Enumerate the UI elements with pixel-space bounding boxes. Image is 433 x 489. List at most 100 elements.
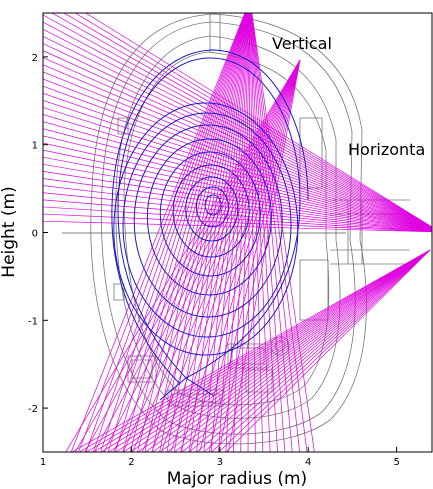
los-chord [113, 59, 301, 452]
label-vertical: Vertical [272, 34, 332, 53]
los-chord [63, 13, 432, 228]
los-chord [250, 13, 271, 452]
los-chord [43, 43, 432, 229]
los-chord [51, 13, 432, 228]
los-chord [43, 220, 432, 233]
flux-surface [133, 124, 283, 318]
los-chord [78, 13, 246, 452]
first-wall [123, 51, 330, 406]
los-chord [251, 13, 308, 452]
los-chord [225, 13, 250, 452]
los-chord [251, 13, 300, 452]
los-chord [43, 57, 432, 229]
x-ticks: 1 2 3 4 5 [40, 447, 400, 468]
los-chord [43, 99, 432, 230]
los-chord [189, 59, 301, 452]
los-chord [130, 249, 431, 452]
los-chord [227, 59, 301, 452]
los-chord [196, 13, 249, 452]
los-chord [141, 59, 301, 452]
vessel-wall-2 [101, 21, 356, 435]
los-chord [132, 59, 301, 452]
los-chord [166, 13, 248, 452]
los-chord [43, 156, 432, 231]
y-tick-label: 0 [32, 229, 38, 240]
los-chord [43, 78, 432, 230]
los-chord [43, 213, 432, 232]
los-chord [103, 59, 301, 452]
los-chord [84, 59, 301, 452]
separatrix [117, 57, 301, 401]
flux-surface [159, 151, 261, 277]
los-chord [232, 13, 250, 452]
flux-surface [122, 112, 292, 338]
los-chord [251, 13, 315, 452]
top-port [209, 14, 221, 52]
flux-surface [146, 138, 272, 296]
los-chord [43, 128, 432, 231]
los-chord [249, 13, 256, 452]
los-chord [70, 13, 246, 452]
los-chord [43, 199, 432, 232]
los-chord [159, 13, 248, 452]
los-chord [152, 249, 431, 452]
los-chord [129, 13, 247, 452]
los-chord [225, 249, 431, 452]
y-tick-label: -1 [28, 316, 38, 327]
los-chord [43, 142, 432, 231]
los-chord [43, 107, 432, 230]
los-chord [107, 13, 247, 452]
los-chord [85, 249, 431, 452]
los-chord [160, 59, 301, 452]
los-chord [85, 13, 246, 452]
los-chord [65, 59, 301, 452]
los-chord [43, 121, 432, 231]
los-chord [107, 249, 431, 452]
los-chord [43, 21, 432, 229]
flux-surface [172, 164, 250, 258]
los-chord [151, 13, 248, 452]
x-tick-label: 5 [393, 457, 399, 468]
los-chord [43, 71, 432, 230]
los-chord [43, 178, 432, 232]
flux-surface [195, 186, 229, 228]
y-tick-label: -2 [28, 404, 38, 415]
los-chord [74, 13, 432, 228]
y-tick-label: 1 [32, 141, 38, 152]
los-chord [43, 64, 432, 230]
los-chord [43, 114, 432, 230]
los-chord [100, 13, 247, 452]
los-chord [166, 249, 431, 452]
los-chord [85, 13, 432, 228]
x-axis-label: Major radius (m) [167, 469, 307, 489]
los-chord [218, 249, 431, 452]
los-chord [71, 249, 431, 452]
flux-surfaces [111, 49, 309, 401]
los-chord [93, 249, 431, 452]
los-chord [196, 249, 431, 452]
los-chord [43, 171, 432, 232]
y-tick-label: 2 [32, 53, 38, 64]
x-tick-label: 2 [128, 457, 134, 468]
los-chord [43, 149, 432, 231]
los-chord [180, 59, 301, 452]
los-chord [122, 13, 247, 452]
los-chord [199, 59, 301, 452]
x-tick-label: 3 [217, 457, 223, 468]
vessel-outer-wall [90, 13, 367, 445]
y-axis-label: Height (m) [0, 186, 19, 277]
los-chord [94, 59, 301, 452]
los-chords [43, 13, 432, 452]
los-chord [203, 13, 250, 452]
los-chord [188, 249, 431, 452]
los-chord [250, 13, 278, 452]
y-ticks: 2 1 0 -1 -2 [28, 53, 48, 415]
los-chord [144, 13, 248, 452]
los-chord [43, 14, 432, 229]
x-tick-label: 1 [40, 457, 46, 468]
los-chord [43, 28, 432, 229]
los-chord [247, 13, 251, 452]
flux-surface [185, 176, 239, 242]
open-field-line [111, 49, 309, 385]
